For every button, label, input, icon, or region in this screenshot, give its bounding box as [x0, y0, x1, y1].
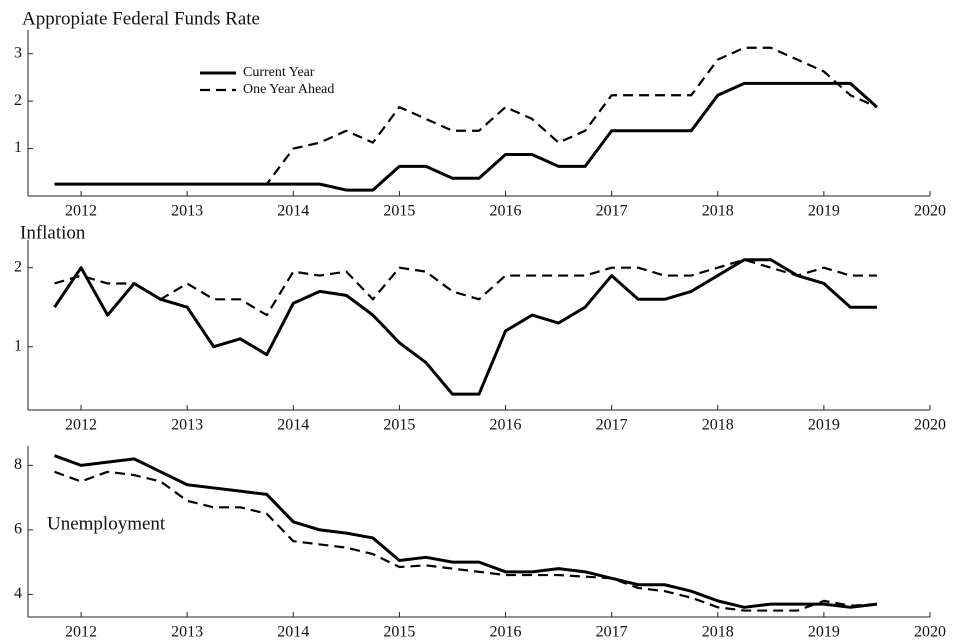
- y-tick-label: 1: [14, 139, 22, 156]
- y-tick-label: 6: [14, 521, 22, 538]
- y-tick-label: 2: [14, 258, 22, 275]
- x-tick-label: 2019: [808, 417, 840, 434]
- x-tick-label: 2013: [171, 624, 203, 640]
- x-tick-label: 2017: [596, 203, 628, 220]
- series-line: [54, 258, 877, 317]
- x-tick-label: 2015: [383, 203, 415, 220]
- x-tick-label: 2013: [171, 203, 203, 220]
- x-tick-label: 2015: [383, 417, 415, 434]
- legend-label: Current Year: [243, 65, 315, 80]
- x-tick-label: 2016: [490, 203, 522, 220]
- x-tick-label: 2015: [383, 624, 415, 640]
- x-tick-label: 2012: [65, 417, 97, 434]
- x-tick-label: 2013: [171, 417, 203, 434]
- x-tick-label: 2012: [65, 624, 97, 640]
- x-tick-label: 2018: [702, 203, 734, 220]
- x-tick-label: 2019: [808, 203, 840, 220]
- series-line: [53, 258, 877, 396]
- x-tick-label: 2014: [277, 624, 309, 640]
- x-tick-label: 2016: [490, 417, 522, 434]
- x-tick-label: 2018: [702, 624, 734, 640]
- x-tick-label: 2016: [490, 624, 522, 640]
- x-tick-label: 2018: [702, 417, 734, 434]
- series-line: [54, 81, 878, 192]
- legend-label: One Year Ahead: [243, 82, 334, 97]
- series-line: [54, 46, 878, 186]
- series-line: [54, 470, 878, 612]
- x-tick-label: 2020: [914, 624, 946, 640]
- y-tick-label: 2: [14, 92, 22, 109]
- x-tick-label: 2019: [808, 624, 840, 640]
- y-tick-label: 1: [14, 337, 22, 354]
- y-tick-label: 4: [14, 585, 22, 602]
- x-tick-label: 2020: [914, 203, 946, 220]
- y-tick-label: 8: [14, 456, 22, 473]
- y-tick-label: 3: [14, 44, 22, 61]
- chart-title: Unemployment: [47, 513, 166, 534]
- chart-title: Inflation: [20, 222, 86, 243]
- chart-title: Appropiate Federal Funds Rate: [22, 8, 260, 29]
- x-tick-label: 2017: [596, 624, 628, 640]
- x-tick-label: 2014: [277, 203, 309, 220]
- x-tick-label: 2017: [596, 417, 628, 434]
- x-tick-label: 2014: [277, 417, 309, 434]
- x-tick-label: 2020: [914, 417, 946, 434]
- x-tick-label: 2012: [65, 203, 97, 220]
- series-line: [54, 454, 878, 609]
